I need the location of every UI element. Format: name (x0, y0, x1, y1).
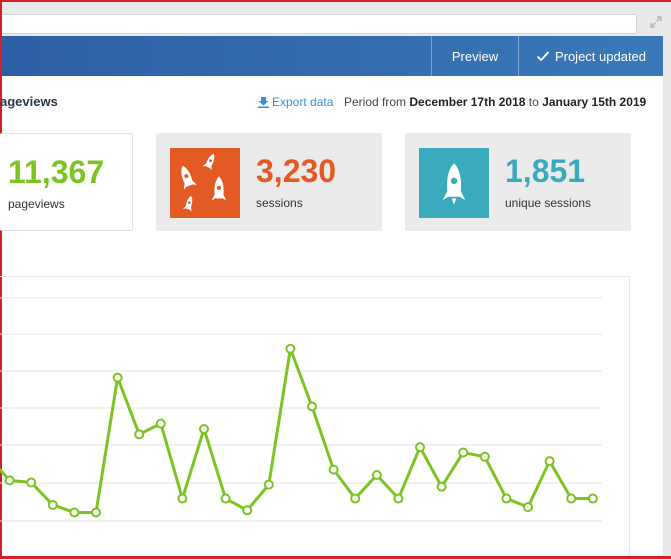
data-point[interactable] (177, 493, 188, 504)
data-point[interactable] (47, 499, 58, 510)
pageviews-label: pageviews (8, 197, 65, 211)
period-end: January 15th 2019 (542, 95, 647, 109)
sessions-label: sessions (256, 196, 303, 210)
data-point[interactable] (155, 418, 166, 429)
stat-card-sessions: 3,230 sessions (156, 133, 382, 231)
data-point[interactable] (4, 475, 15, 486)
data-point[interactable] (285, 343, 296, 354)
data-point[interactable] (26, 477, 37, 488)
data-point[interactable] (350, 493, 361, 504)
stat-card-pageviews: 11,367 pageviews (0, 133, 133, 231)
data-point[interactable] (501, 493, 512, 504)
data-point[interactable] (436, 481, 447, 492)
preview-label: Preview (451, 48, 499, 64)
browser-chrome (2, 2, 671, 36)
data-point[interactable] (220, 493, 231, 504)
unique-sessions-value: 1,851 (505, 153, 586, 189)
window-edge-bottom (0, 556, 671, 559)
data-point[interactable] (544, 456, 555, 467)
stat-card-unique-sessions: 1,851 unique sessions (405, 133, 631, 231)
data-point[interactable] (307, 401, 317, 412)
data-point[interactable] (523, 502, 533, 513)
window-edge-top (0, 0, 671, 2)
chart-panel (0, 276, 630, 559)
data-point[interactable] (199, 423, 209, 434)
data-point[interactable] (134, 429, 145, 440)
series-line (0, 347, 593, 514)
period-range: Period from December 17th 2018 to Januar… (344, 95, 646, 109)
period-to: to (528, 95, 539, 109)
pageviews-line-chart (0, 297, 602, 522)
data-point[interactable] (587, 493, 598, 504)
preview-button[interactable]: Preview (431, 36, 518, 76)
app-toolbar: Preview Project updated (2, 36, 663, 76)
data-point[interactable] (263, 479, 274, 490)
data-point[interactable] (479, 451, 490, 462)
section-title: ageviews (0, 94, 58, 109)
period-start: December 17th 2018 (409, 95, 526, 109)
data-point[interactable] (112, 372, 123, 383)
data-point[interactable] (393, 493, 404, 504)
check-icon (536, 51, 550, 62)
period-prefix: Period from (344, 95, 407, 109)
window-edge (0, 0, 2, 559)
download-icon (258, 96, 269, 108)
data-point[interactable] (91, 507, 101, 518)
scroll-gutter (663, 36, 671, 559)
data-point[interactable] (69, 507, 80, 518)
data-point[interactable] (415, 442, 425, 453)
unique-sessions-label: unique sessions (505, 196, 592, 210)
data-point[interactable] (566, 493, 577, 504)
pageviews-value: 11,367 (8, 154, 105, 190)
address-bar[interactable] (2, 14, 637, 34)
rocket-icon (419, 148, 489, 218)
data-point[interactable] (242, 505, 253, 516)
rockets-icon (170, 148, 240, 218)
expand-icon[interactable] (649, 15, 663, 29)
project-updated-button[interactable]: Project updated (518, 36, 663, 76)
export-label: Export data (272, 95, 334, 109)
data-point[interactable] (328, 464, 339, 475)
export-data-link[interactable]: Export data (258, 95, 333, 109)
project-status-label: Project updated (554, 48, 647, 64)
sessions-value: 3,230 (256, 153, 337, 189)
data-point[interactable] (458, 447, 469, 458)
data-point[interactable] (371, 469, 382, 480)
